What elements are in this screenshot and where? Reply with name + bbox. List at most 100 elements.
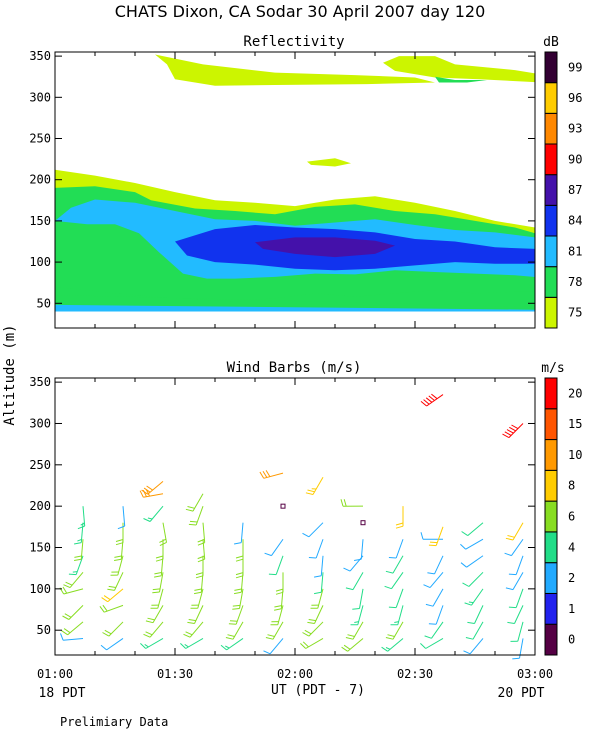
colorbar-swatch <box>544 500 558 533</box>
barb-shaft <box>159 572 164 593</box>
wind-barb <box>77 506 86 530</box>
barb-flag <box>388 557 397 559</box>
barb-flag <box>232 604 241 607</box>
wind-barb <box>505 572 524 591</box>
barb-shaft <box>465 538 484 550</box>
barb-flag <box>235 572 244 576</box>
colorbar-swatch <box>544 562 558 594</box>
barb-flag <box>101 597 108 603</box>
y-tick-label: 350 <box>29 49 51 63</box>
barb-flag <box>314 591 322 595</box>
barb-flag <box>394 621 399 623</box>
wind-barb <box>395 506 404 529</box>
colorbar-label: 2 <box>568 571 575 585</box>
barb-flag <box>102 604 108 612</box>
colorbar-swatch <box>544 235 558 268</box>
barb-flag <box>194 588 202 591</box>
colorbar-label: 20 <box>568 386 582 400</box>
wind-barb <box>302 621 324 637</box>
wind-barb <box>352 588 364 610</box>
barb-flag <box>63 628 71 634</box>
colorbar-label: 90 <box>568 152 582 166</box>
barb-flag <box>508 606 517 609</box>
barb-flag <box>62 586 68 594</box>
wind-barb <box>428 605 444 625</box>
wind-barb <box>314 555 324 578</box>
barb-flag <box>275 588 284 592</box>
barb-flag <box>385 647 391 650</box>
y-tick-label: 300 <box>29 90 51 104</box>
barb-shaft <box>474 605 484 624</box>
colorbar-label: 0 <box>568 633 575 647</box>
barb-shaft <box>272 621 284 640</box>
wind-barb <box>275 572 284 595</box>
barb-shaft <box>359 588 364 609</box>
wind-barb <box>107 572 124 591</box>
barb-flag <box>354 558 362 561</box>
barb-flag <box>274 605 282 608</box>
barb-flag <box>143 487 151 493</box>
barb-shaft <box>185 638 204 649</box>
barb-flag <box>229 620 238 622</box>
axes-panel-2: 50 100 150 200 250 300 350 <box>29 375 536 656</box>
barb-flag <box>263 650 271 655</box>
barb-flag <box>428 544 437 547</box>
wind-barb <box>159 522 167 547</box>
colorbar-label: 81 <box>568 244 582 258</box>
wind-barb <box>59 586 84 595</box>
barb-flag <box>354 621 359 623</box>
wind-barb <box>505 522 524 541</box>
wind-barb <box>145 605 164 624</box>
wind-barb <box>188 505 204 526</box>
calm-marker <box>360 520 366 526</box>
wind-barb <box>185 493 204 512</box>
y-tick-label: 150 <box>29 541 51 555</box>
barb-flag <box>220 644 227 651</box>
x-tick-label: 01:30 <box>157 667 193 681</box>
wind-barb <box>150 588 164 609</box>
wind-barb <box>463 638 484 655</box>
barb-flag <box>314 575 322 578</box>
wind-barb <box>270 605 284 626</box>
colorbar-label: 87 <box>568 183 582 197</box>
barb-shaft <box>239 588 244 609</box>
colorbar-swatch <box>544 266 558 298</box>
wind-barb <box>302 522 324 538</box>
barb-shaft <box>425 638 444 649</box>
barb-flag <box>234 591 242 595</box>
barb-shaft <box>149 505 164 522</box>
barb-flag <box>508 573 517 576</box>
barb-shaft <box>63 588 84 595</box>
wind-barb <box>465 621 484 640</box>
barb-shaft <box>391 572 404 589</box>
barb-shaft <box>80 539 84 560</box>
colorbar-label: 75 <box>568 306 582 320</box>
barb-flag <box>395 525 404 529</box>
barb-flag <box>189 520 198 523</box>
barb-flag <box>462 582 470 587</box>
colorbar-swatch <box>544 112 558 145</box>
wind-barb <box>504 538 524 557</box>
barb-flag <box>509 426 516 432</box>
colorbar-label: 99 <box>568 60 582 74</box>
barb-flag <box>340 499 344 507</box>
barb-flag <box>428 623 437 625</box>
wind-barb <box>235 539 244 562</box>
wind-barb <box>345 621 364 640</box>
x-tick-label: 02:00 <box>277 667 313 681</box>
barb-flag <box>114 555 122 558</box>
y-tick-label: 100 <box>29 582 51 596</box>
barb-flag <box>425 397 433 403</box>
wind-barb <box>68 555 84 576</box>
barb-flag <box>197 542 205 546</box>
barb-shaft <box>320 572 324 593</box>
colorbar1-label: dB <box>543 35 559 50</box>
colorbar-swatch <box>544 51 558 84</box>
barb-flag <box>265 470 271 477</box>
colorbar-swatch <box>544 82 558 114</box>
barb-flag <box>464 602 472 606</box>
barb-flag <box>300 643 307 649</box>
wind-barb <box>263 638 284 655</box>
barb-shaft <box>75 555 84 575</box>
wind-barb <box>345 572 364 591</box>
